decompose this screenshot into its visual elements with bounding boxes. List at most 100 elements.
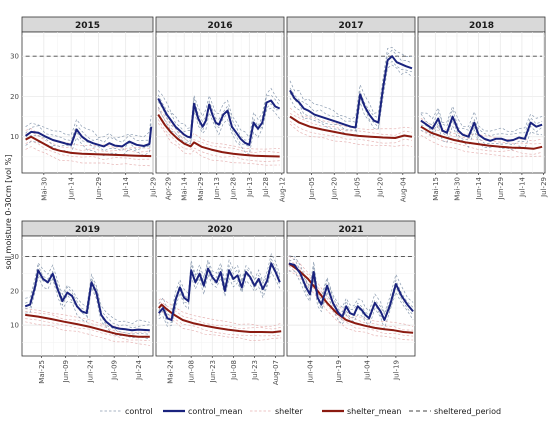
panel-2020: 2020 Mai-24 Jun-08 Jun-23 Jul-08 Jul-23 Aug-07 [155, 220, 285, 385]
x-tick-label: Jun-08 [188, 360, 196, 383]
x-tick-label: Jun-04 [306, 359, 314, 383]
x-tick-label: Jul-08 [230, 360, 238, 381]
x-tick-label: Mai-15 [432, 177, 440, 201]
x-tick-label: Jul-23 [251, 360, 259, 381]
control-mean-line [420, 115, 543, 142]
shelter-replicate-line [25, 321, 150, 346]
x-tick-label: Jun-23 [209, 360, 217, 383]
shelter-mean-line [157, 114, 280, 158]
facet-title: 2016 [207, 21, 232, 31]
facet-title: 2018 [469, 21, 494, 31]
shelter-replicate-line [25, 128, 152, 149]
control-mean-line [157, 98, 281, 146]
control-replicate-line [157, 87, 280, 139]
panel-2021: 2021 Jun-04 Jun-19 Jul-04 Jul-19 [286, 220, 416, 383]
shelter-mean-line [25, 313, 150, 338]
x-tick-label: Jul-09 [111, 360, 119, 381]
control-replicate-line [420, 119, 543, 146]
plot-area [155, 31, 285, 174]
legend-label-shelter: shelter [275, 407, 303, 416]
x-tick-label: Aug-04 [399, 176, 407, 202]
control-replicate-line [289, 47, 413, 120]
x-tick-label: Mai-25 [38, 360, 46, 384]
x-tick-label: Mai-24 [167, 359, 175, 383]
y-tick-label: 20 [10, 93, 19, 101]
x-tick-label: Mai-30 [40, 177, 48, 201]
x-tick-label: Jun-29 [95, 177, 103, 200]
x-tick-label: Jun-29 [497, 177, 505, 200]
y-tick-label: 10 [10, 133, 19, 141]
shelter-replicate-line [157, 106, 280, 150]
control-replicate-line [25, 262, 150, 325]
shelter-replicate-line [288, 269, 414, 341]
control-mean-line [24, 269, 150, 332]
x-tick-label: Jun-14 [475, 176, 483, 200]
control-replicate-line [420, 124, 543, 151]
shelter-replicate-line [25, 311, 150, 334]
control-replicate-line [158, 271, 281, 327]
control-replicate-line [158, 253, 281, 314]
legend-label-shelter-mean: shelter_mean [347, 407, 401, 416]
shelter-replicate-line [25, 318, 150, 342]
control-mean-line [288, 262, 414, 321]
legend-label-control: control [125, 407, 153, 416]
x-tick-label: Jun-20 [331, 177, 339, 200]
facet-title: 2021 [338, 225, 363, 235]
legend-label-control-mean: control_mean [188, 407, 242, 416]
shelter-replicate-line [158, 310, 282, 341]
control-replicate-line [25, 275, 150, 340]
panel-2018: 2018 Mai-15 Mai-30 Jun-14 Jun-29 Jul-14 Jul-29 [417, 16, 548, 201]
control-replicate-line [25, 132, 152, 157]
facet-title: 2020 [207, 225, 232, 235]
control-replicate-line [288, 255, 414, 315]
x-tick-label: Jun-28 [230, 177, 238, 200]
control-replicate-line [25, 264, 150, 329]
shelter-replicate-line [158, 301, 282, 330]
x-tick-label: Jul-20 [376, 177, 384, 198]
shelter-replicate-line [288, 259, 414, 331]
panel-2019: 2019 10 20 30 Mai-25 Jun-09 Jun-24 Jul-09 Jul-24 [10, 220, 154, 384]
x-tick-label: Apr-29 [164, 177, 172, 200]
legend-label-sheltered-period: sheltered_period [434, 407, 501, 416]
control-replicate-line [25, 115, 152, 139]
x-tick-label: Jul-19 [392, 360, 400, 381]
control-replicate-line [289, 49, 413, 123]
control-replicate-line [157, 101, 280, 148]
x-tick-label: Jun-14 [68, 176, 76, 200]
x-tick-label: Jul-04 [364, 359, 372, 380]
plot-area [417, 31, 546, 174]
x-tick-label: Mai-29 [197, 177, 205, 201]
control-replicate-line [420, 108, 543, 137]
facet-title: 2015 [75, 21, 100, 31]
y-axis-label: soil moisture 0-30cm [vol %] [4, 154, 13, 269]
x-tick-label: Jul-28 [262, 177, 270, 198]
control-replicate-line [288, 270, 414, 330]
facet-title: 2019 [75, 225, 100, 235]
x-tick-label: Jul-29 [540, 177, 548, 198]
control-replicate-line [157, 107, 280, 155]
shelter-replicate-line [420, 130, 543, 155]
panel-2016: 2016 Apr-29 Mai-14 Mai-29 Jun-13 Jun-28 Jul-13… [155, 16, 286, 202]
x-tick-label: Jul-13 [246, 177, 254, 198]
x-tick-label: Jul-24 [135, 359, 143, 380]
x-tick-label: Jun-13 [213, 177, 221, 200]
shelter-mean-line [25, 135, 152, 158]
control-mean-line [158, 262, 281, 321]
shelter-replicate-line [420, 134, 543, 158]
control-replicate-line [289, 61, 413, 132]
shelter-replicate-line [289, 113, 413, 136]
legend: control control_mean shelter shelter_mean sh… [100, 407, 501, 416]
shelter-replicate-line [25, 140, 152, 161]
shelter-replicate-line [157, 109, 280, 154]
x-tick-label: Aug-12 [278, 177, 286, 202]
facet-title: 2017 [338, 21, 363, 31]
x-tick-label: Aug-07 [272, 360, 280, 385]
shelter-mean-line [289, 115, 413, 139]
shelter-mean-line [158, 303, 282, 334]
shelter-replicate-line [25, 131, 152, 153]
x-tick-label: Jun-24 [86, 359, 94, 383]
x-tick-label: Mai-14 [181, 176, 189, 200]
y-tick-label: 10 [10, 322, 19, 330]
facet-panels: 2015 10 20 30 Mai-30 Jun-14 Jun-29 Jul-14 Jul-29… [10, 16, 548, 385]
